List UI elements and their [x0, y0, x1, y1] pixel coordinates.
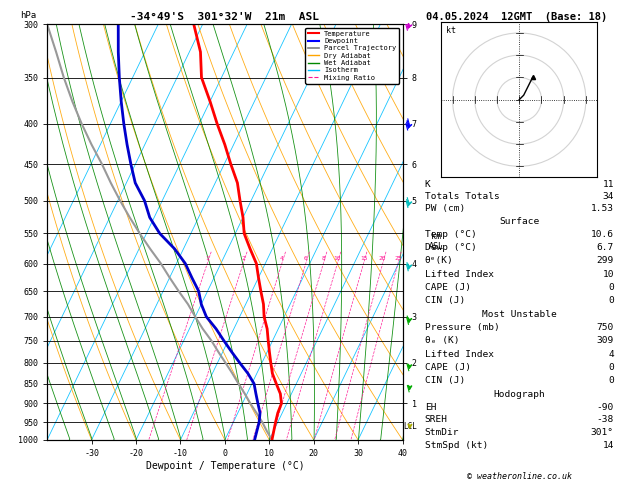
Text: SREH: SREH — [425, 416, 448, 424]
Text: hPa: hPa — [21, 11, 36, 20]
Text: CAPE (J): CAPE (J) — [425, 363, 470, 372]
Y-axis label: km
ASL: km ASL — [428, 232, 443, 251]
Text: Most Unstable: Most Unstable — [482, 310, 557, 319]
Text: 299: 299 — [596, 257, 614, 265]
Legend: Temperature, Dewpoint, Parcel Trajectory, Dry Adiabat, Wet Adiabat, Isotherm, Mi: Temperature, Dewpoint, Parcel Trajectory… — [305, 28, 399, 84]
Text: 15: 15 — [360, 256, 367, 261]
Text: -34°49'S  301°32'W  21m  ASL: -34°49'S 301°32'W 21m ASL — [130, 12, 320, 22]
Text: 04.05.2024  12GMT  (Base: 18): 04.05.2024 12GMT (Base: 18) — [426, 12, 608, 22]
Text: 301°: 301° — [591, 428, 614, 437]
Text: 6: 6 — [304, 256, 308, 261]
Text: 0: 0 — [608, 376, 614, 385]
X-axis label: Dewpoint / Temperature (°C): Dewpoint / Temperature (°C) — [145, 461, 304, 470]
Text: EH: EH — [425, 403, 436, 412]
Text: θᵉ(K): θᵉ(K) — [425, 257, 454, 265]
Text: Temp (°C): Temp (°C) — [425, 230, 476, 240]
Text: 25: 25 — [394, 256, 402, 261]
Text: 1.53: 1.53 — [591, 204, 614, 212]
Text: Lifted Index: Lifted Index — [425, 349, 494, 359]
Text: StmDir: StmDir — [425, 428, 459, 437]
Text: 10: 10 — [333, 256, 341, 261]
Text: 750: 750 — [596, 323, 614, 332]
Text: 20: 20 — [379, 256, 386, 261]
Text: 11: 11 — [603, 180, 614, 189]
Text: LCL: LCL — [404, 422, 418, 431]
Text: Lifted Index: Lifted Index — [425, 270, 494, 278]
Text: kt: kt — [446, 26, 456, 35]
Text: 10: 10 — [603, 270, 614, 278]
Text: -90: -90 — [596, 403, 614, 412]
Text: 1: 1 — [206, 256, 209, 261]
Text: 10.6: 10.6 — [591, 230, 614, 240]
Text: 14: 14 — [603, 441, 614, 450]
Text: 6.7: 6.7 — [596, 243, 614, 252]
Text: 0: 0 — [608, 295, 614, 305]
Text: 0: 0 — [608, 282, 614, 292]
Text: StmSpd (kt): StmSpd (kt) — [425, 441, 488, 450]
Text: 309: 309 — [596, 336, 614, 346]
Text: 4: 4 — [608, 349, 614, 359]
Text: 4: 4 — [280, 256, 284, 261]
Text: Hodograph: Hodograph — [493, 390, 545, 399]
Text: CIN (J): CIN (J) — [425, 295, 465, 305]
Text: © weatheronline.co.uk: © weatheronline.co.uk — [467, 472, 572, 481]
Text: 2: 2 — [242, 256, 245, 261]
Text: CAPE (J): CAPE (J) — [425, 282, 470, 292]
Text: PW (cm): PW (cm) — [425, 204, 465, 212]
Text: -38: -38 — [596, 416, 614, 424]
Text: Pressure (mb): Pressure (mb) — [425, 323, 499, 332]
Text: Totals Totals: Totals Totals — [425, 192, 499, 201]
Text: 0: 0 — [608, 363, 614, 372]
Text: 34: 34 — [603, 192, 614, 201]
Text: 8: 8 — [321, 256, 325, 261]
Text: Surface: Surface — [499, 217, 539, 226]
Text: θₑ (K): θₑ (K) — [425, 336, 459, 346]
Text: K: K — [425, 180, 430, 189]
Text: CIN (J): CIN (J) — [425, 376, 465, 385]
Text: Dewp (°C): Dewp (°C) — [425, 243, 476, 252]
